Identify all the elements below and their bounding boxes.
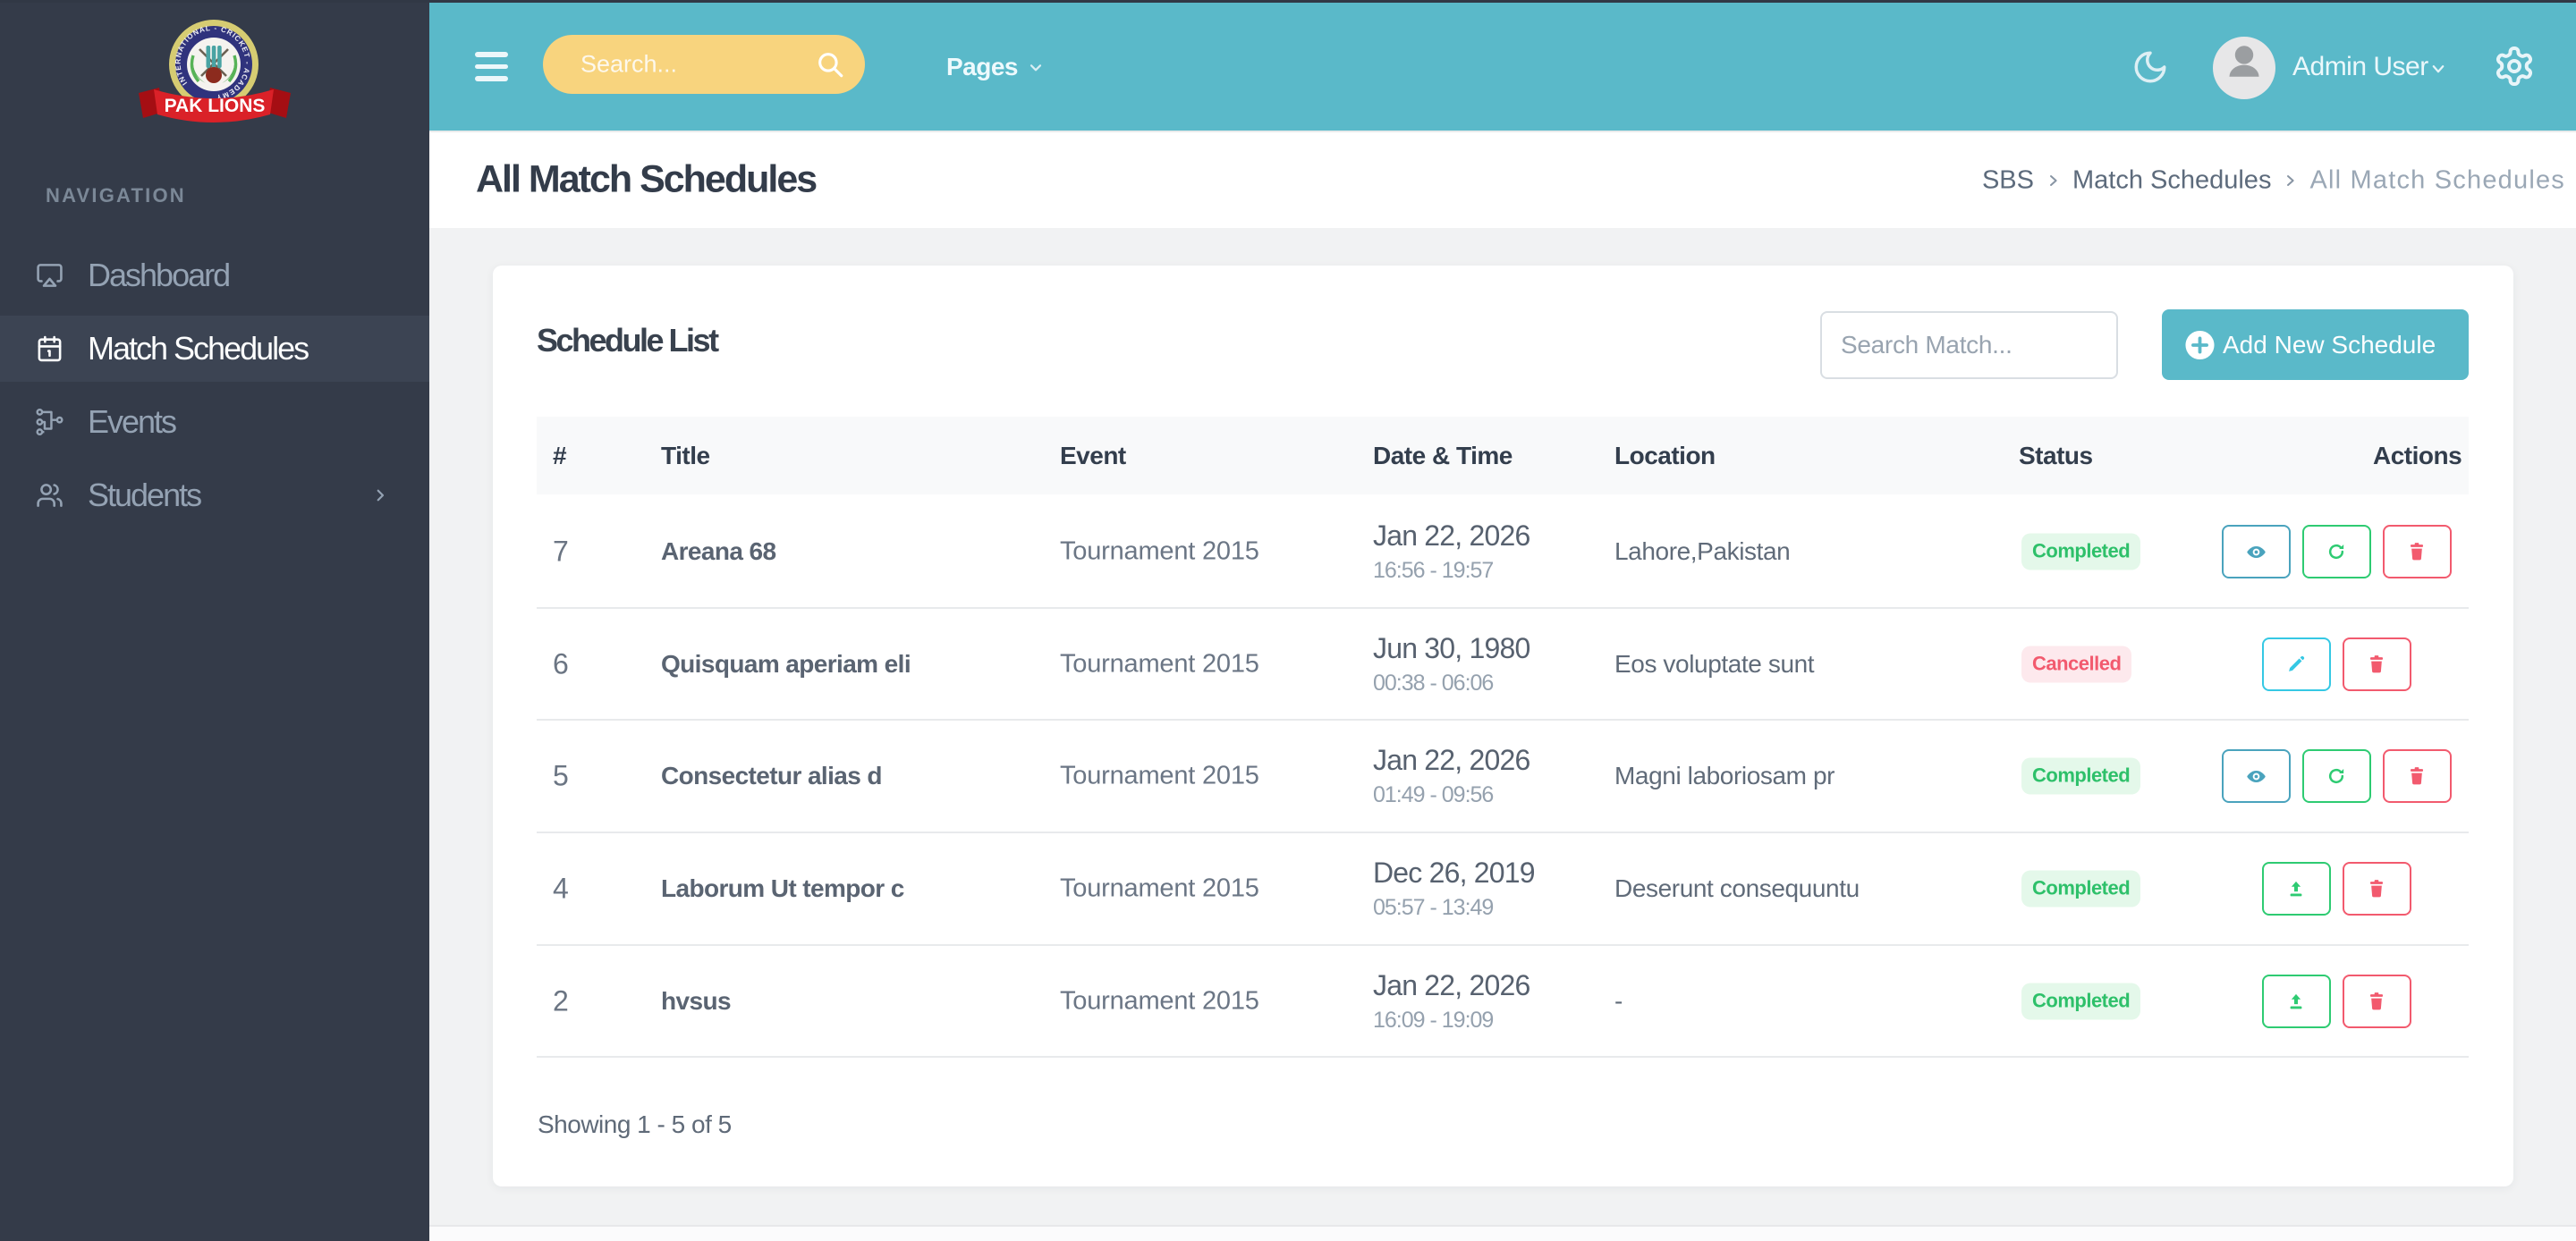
- svg-text:PAK LIONS: PAK LIONS: [165, 96, 266, 116]
